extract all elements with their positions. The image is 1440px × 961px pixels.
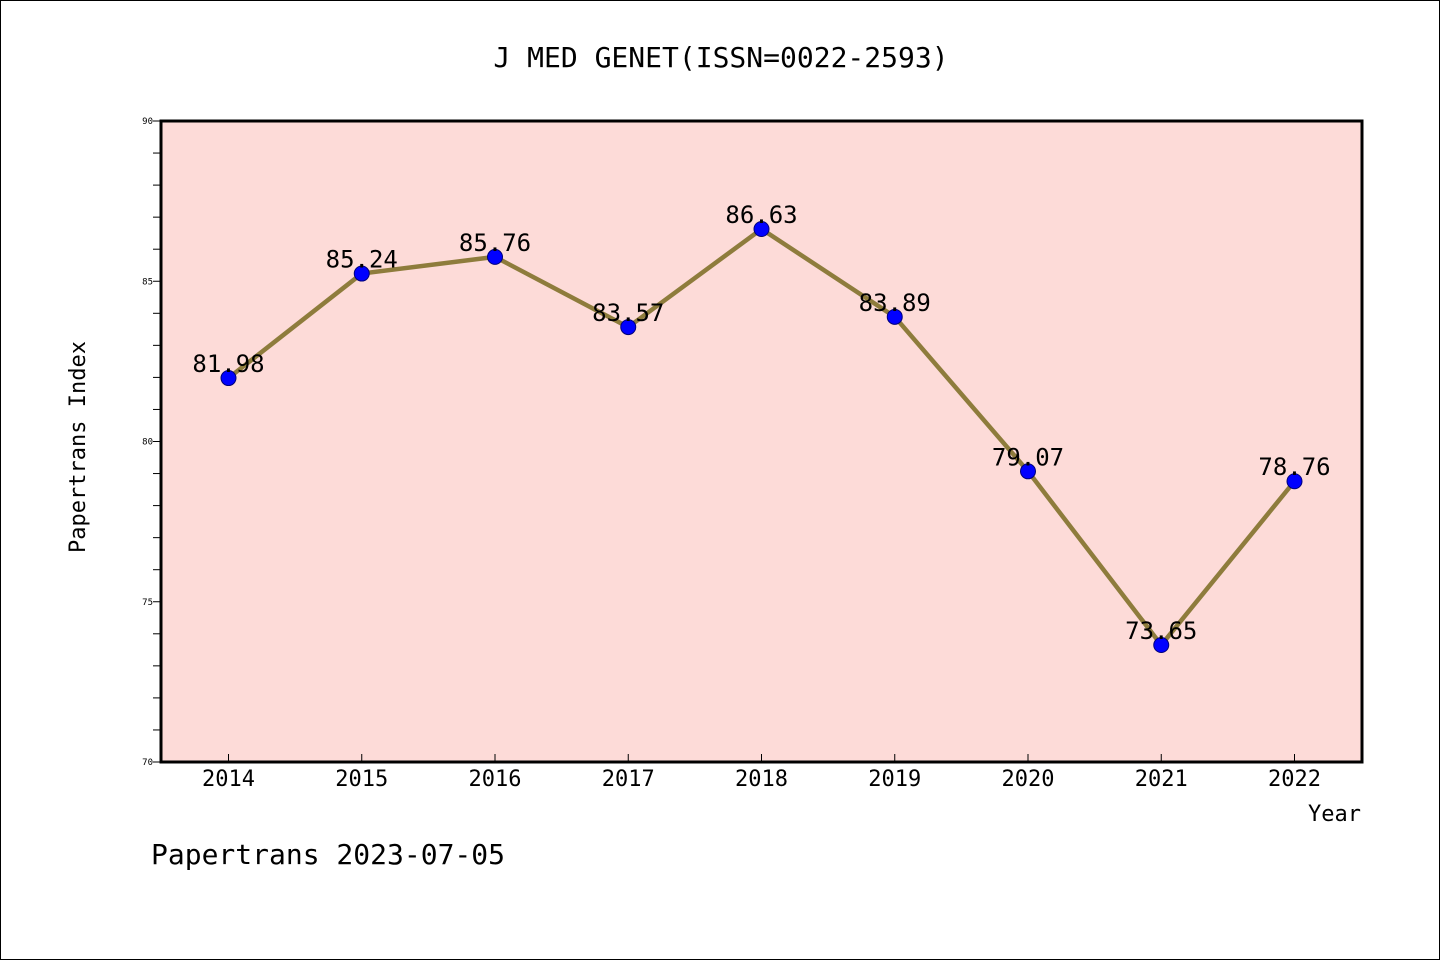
x-tick-label: 2014 (202, 767, 255, 792)
data-point (753, 221, 770, 238)
data-point (487, 248, 503, 265)
data-point (353, 265, 370, 282)
y-tick-label: 90 (142, 117, 153, 127)
data-label: 79.07 (992, 443, 1064, 471)
x-tick-label: 2019 (868, 767, 921, 792)
data-label: 86.63 (725, 201, 797, 229)
chart-title: J MED GENET(ISSN=0022-2593) (493, 41, 948, 74)
x-tick-label: 2022 (1268, 767, 1321, 792)
series-layer: 81.98 85.24 85.76 83.57 86.63 83.89 79.07 73.65… (192, 201, 1331, 654)
data-point (620, 319, 637, 336)
y-tick-label: 70 (142, 758, 153, 768)
data-label: 85.24 (326, 246, 398, 274)
y-axis-title: Papertrans Index (66, 341, 91, 553)
data-label: 73.65 (1125, 617, 1197, 645)
y-tick-label: 75 (142, 598, 153, 608)
data-label: 78.76 (1258, 453, 1330, 481)
x-tick-label: 2015 (335, 767, 388, 792)
x-tick-label: 2017 (602, 767, 655, 792)
y-tick-label: 85 (142, 277, 153, 287)
data-point (1153, 637, 1170, 654)
y-tick-label: 80 (142, 438, 153, 448)
x-axis-ticks: 2014 2015 2016 2017 2018 2019 2020 2021 2022 (202, 754, 1321, 792)
x-tick-label: 2021 (1135, 767, 1188, 792)
footer-date: Papertrans 2023-07-05 (151, 838, 505, 871)
data-label: 83.89 (859, 289, 931, 317)
data-label: 85.76 (459, 229, 531, 257)
x-tick-label: 2018 (735, 767, 788, 792)
data-point (1020, 463, 1036, 480)
data-point (220, 370, 237, 387)
y-axis-ticks: 70 75 80 85 90 (142, 117, 161, 768)
data-label: 83.57 (592, 299, 664, 327)
data-point (886, 308, 903, 325)
x-tick-label: 2020 (1002, 767, 1055, 792)
data-label: 81.98 (192, 350, 264, 378)
x-axis-title: Year (1308, 802, 1361, 827)
x-tick-label: 2016 (469, 767, 522, 792)
data-point (1286, 473, 1303, 490)
